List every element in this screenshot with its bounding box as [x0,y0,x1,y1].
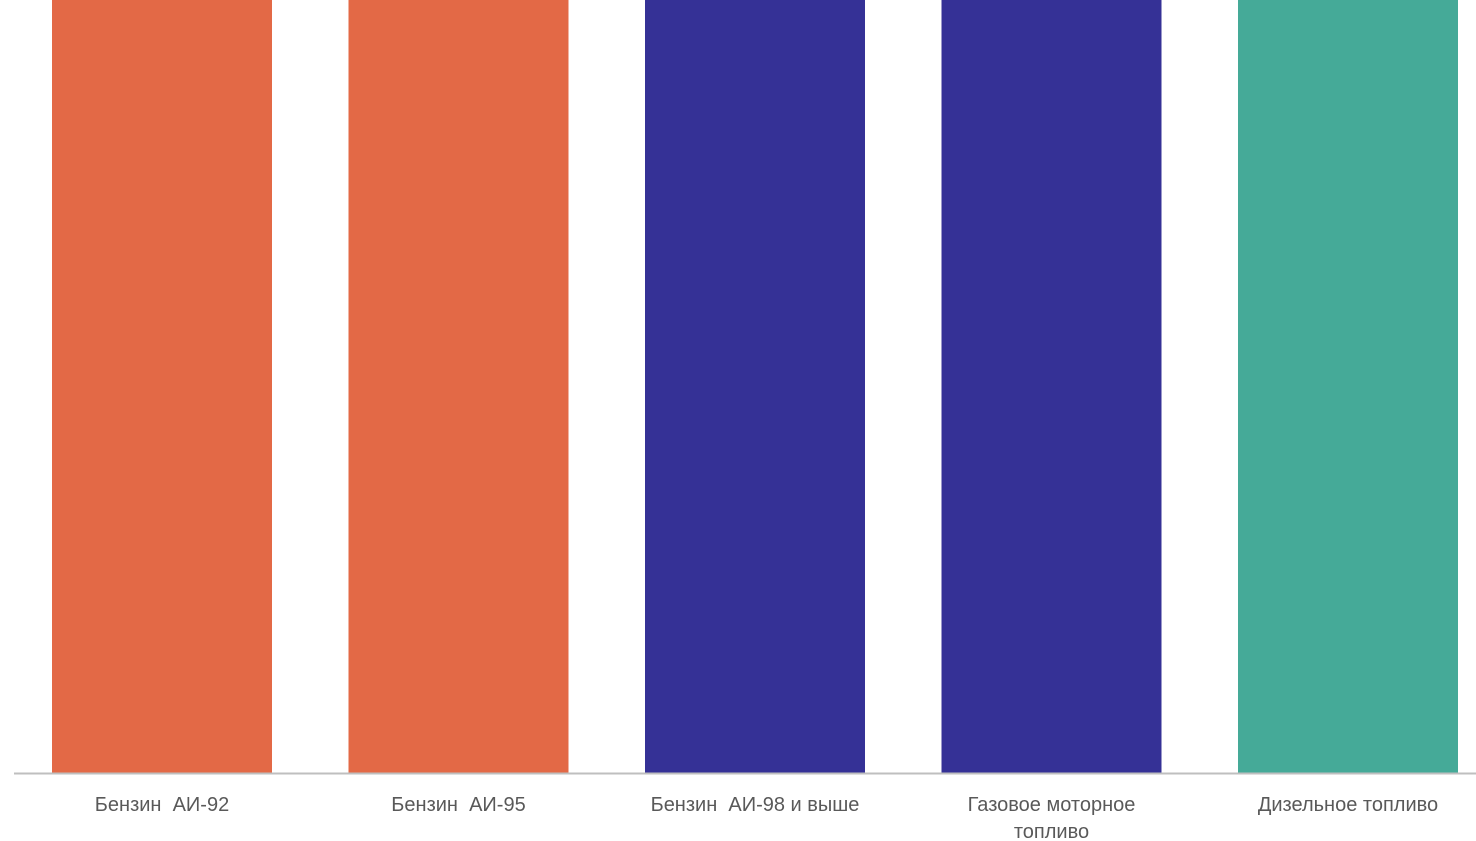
category-label-3: Газовое моторное топливо [968,794,1136,841]
bar-0 [52,0,272,773]
category-label-2: Бензин АИ-98 и выше [651,794,860,816]
category-label-1: Бензин АИ-95 [391,794,525,816]
category-label-0: Бензин АИ-92 [95,794,229,816]
bar-1 [349,0,569,773]
bar-2 [645,0,865,773]
bar-3 [942,0,1162,773]
category-label-4: Дизельное топливо [1258,794,1438,816]
bar-4 [1238,0,1458,773]
bars-group [52,0,1458,773]
category-labels-group: Бензин АИ-92 Бензин АИ-95 Бензин АИ-98 и в… [95,794,1438,841]
